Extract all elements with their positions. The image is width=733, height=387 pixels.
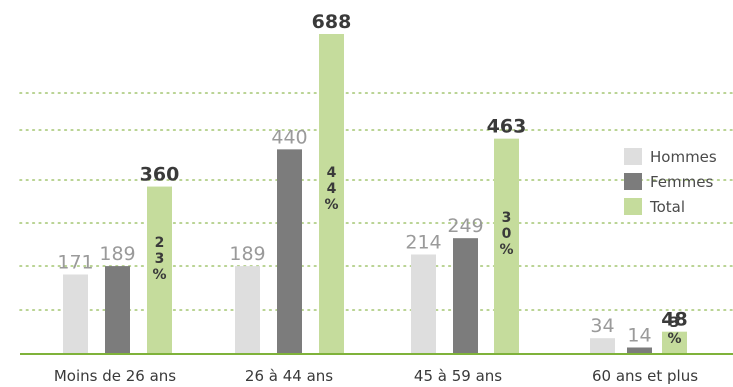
share-label-total-1: 2 3%: [152, 235, 166, 283]
bar-hommes-2: [235, 266, 260, 354]
legend-label-total: Total: [650, 197, 686, 216]
legend-label-hommes: Hommes: [650, 147, 717, 166]
value-label-femmes-4: 14: [627, 324, 651, 346]
x-tick-labels: Moins de 26 ans 26 à 44 ans 45 à 59 ans 60 …: [54, 367, 698, 385]
legend-item-total: Total: [624, 194, 717, 219]
legend: Hommes Femmes Total: [624, 144, 717, 219]
legend-swatch-total: [624, 198, 642, 215]
value-label-hommes-3: 214: [405, 231, 441, 253]
x-tick-label-2: 26 à 44 ans: [245, 367, 333, 385]
legend-label-femmes: Femmes: [650, 172, 714, 191]
legend-item-hommes: Hommes: [624, 144, 717, 169]
x-tick-label-1: Moins de 26 ans: [54, 367, 176, 385]
value-label-femmes-1: 189: [99, 243, 135, 265]
bar-total-4: [662, 331, 687, 354]
x-tick-label-3: 45 à 59 ans: [414, 367, 502, 385]
value-label-femmes-3: 249: [447, 215, 483, 237]
value-label-total-1: 360: [140, 164, 180, 186]
legend-item-femmes: Femmes: [624, 169, 717, 194]
bar-femmes-1: [105, 266, 130, 354]
bars: [63, 34, 687, 354]
bar-hommes-1: [63, 274, 88, 354]
value-label-hommes-2: 189: [229, 243, 265, 265]
value-label-total-4: 48: [661, 309, 687, 331]
legend-swatch-hommes: [624, 148, 642, 165]
x-tick-label-4: 60 ans et plus: [592, 367, 698, 385]
value-label-hommes-4: 34: [590, 315, 614, 337]
value-label-total-2: 688: [312, 11, 352, 33]
share-label-total-3: 3 0%: [499, 210, 513, 258]
bar-total-1: [147, 186, 172, 354]
value-labels: 171 189 360 2 3 % 189 440 688 4 4 % 214 249 463 3 0 % 34 14…: [57, 11, 687, 347]
value-label-hommes-1: 171: [57, 251, 93, 273]
bar-femmes-4: [627, 347, 652, 354]
bar-hommes-4: [590, 338, 615, 354]
legend-swatch-femmes: [624, 173, 642, 190]
value-label-total-3: 463: [487, 116, 527, 138]
bar-femmes-3: [453, 238, 478, 354]
value-label-femmes-2: 440: [271, 126, 307, 148]
bar-hommes-3: [411, 254, 436, 354]
share-label-total-4: 3%: [667, 315, 681, 347]
bar-total-3: [494, 138, 519, 354]
bar-total-2: [319, 34, 344, 354]
share-label-total-2: 4 4%: [324, 165, 338, 213]
bar-femmes-2: [277, 149, 302, 354]
